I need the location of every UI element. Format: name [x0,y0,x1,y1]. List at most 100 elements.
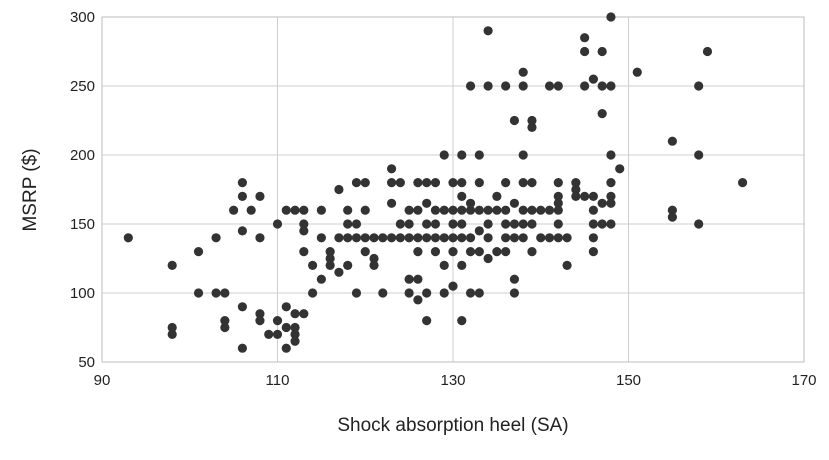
data-point [360,178,370,188]
data-point [290,309,300,319]
data-point [378,233,388,243]
data-point [518,67,528,77]
data-point [430,247,441,257]
data-point [606,12,616,22]
data-point [483,219,493,229]
data-point [544,233,555,243]
data-point [474,205,484,215]
data-point [430,178,441,188]
data-point [597,46,607,57]
data-point [272,316,283,326]
data-point [588,74,599,84]
data-point [457,205,467,215]
plot-frame [101,16,805,363]
data-point [351,288,362,298]
data-point [281,302,291,312]
data-point [299,219,309,229]
data-point [501,205,511,215]
data-point [694,219,704,229]
data-point [597,109,607,119]
x-tick-label: 130 [440,372,465,389]
data-point [457,233,467,243]
data-point [237,178,247,188]
data-point [413,295,423,305]
data-point [483,205,493,215]
data-point [325,253,335,264]
data-point [544,205,555,215]
data-point [457,178,467,188]
data-point [299,205,309,215]
data-point [518,178,528,188]
data-point [343,233,353,243]
data-point [395,233,405,243]
data-point [422,198,432,208]
data-point [474,178,484,188]
data-point [518,219,528,229]
data-point [465,233,476,243]
data-point [413,233,423,243]
data-point [439,288,449,298]
data-point [299,247,309,257]
data-point [606,150,616,160]
data-point [167,329,177,339]
data-point [360,205,370,215]
data-point [509,288,520,298]
data-point [308,288,318,298]
data-point [299,309,309,319]
data-point [492,205,502,215]
y-tick-label: 250 [70,78,95,95]
data-point [422,219,432,229]
data-point [246,205,256,215]
data-point [316,274,326,284]
data-point [237,226,247,236]
data-point [501,233,511,243]
data-point [527,247,537,257]
data-point [527,219,537,229]
data-point [606,191,616,201]
data-point [386,178,397,188]
data-point [404,274,414,284]
data-point [220,322,230,333]
data-point [422,233,432,243]
data-point [237,343,247,353]
data-point [518,81,528,91]
data-point [501,178,511,188]
y-axis-title: MSRP ($) [20,148,41,231]
data-point [167,260,177,270]
data-point [351,233,362,243]
data-point [553,198,563,208]
data-point [553,219,563,229]
data-point [220,316,230,326]
data-point [667,205,677,215]
data-point [360,247,370,257]
data-point [193,247,204,257]
data-point [281,322,291,333]
data-point [606,198,616,208]
data-point [553,81,563,91]
data-point [474,150,484,160]
data-point [588,247,599,257]
data-point [615,164,625,174]
data-point [474,226,484,236]
data-point [448,205,458,215]
data-point [483,81,493,91]
data-point [483,26,493,36]
data-point [422,178,432,188]
data-point [465,288,476,298]
data-point [580,46,590,57]
data-point [465,205,476,215]
data-point [518,150,528,160]
data-point [395,219,405,229]
data-point [457,260,467,270]
data-point [457,150,467,160]
data-point [237,191,247,201]
data-point [465,247,476,257]
data-point [694,150,704,160]
data-point [553,205,563,215]
data-point [413,247,423,257]
data-point [422,288,432,298]
data-point [351,178,362,188]
data-point [422,316,432,326]
data-point [211,288,221,298]
